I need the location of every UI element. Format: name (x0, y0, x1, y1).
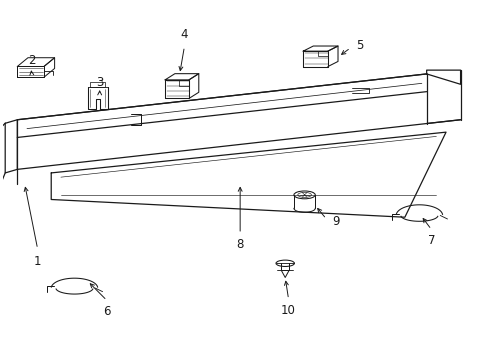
Text: 10: 10 (281, 304, 296, 317)
Text: 6: 6 (103, 305, 111, 318)
Text: 2: 2 (28, 54, 36, 67)
Text: 4: 4 (181, 28, 188, 41)
Text: 8: 8 (237, 238, 244, 252)
Text: 1: 1 (34, 255, 42, 268)
Text: 5: 5 (356, 39, 364, 52)
Text: 7: 7 (428, 234, 435, 247)
Text: 3: 3 (96, 76, 103, 89)
Text: 9: 9 (332, 215, 340, 228)
